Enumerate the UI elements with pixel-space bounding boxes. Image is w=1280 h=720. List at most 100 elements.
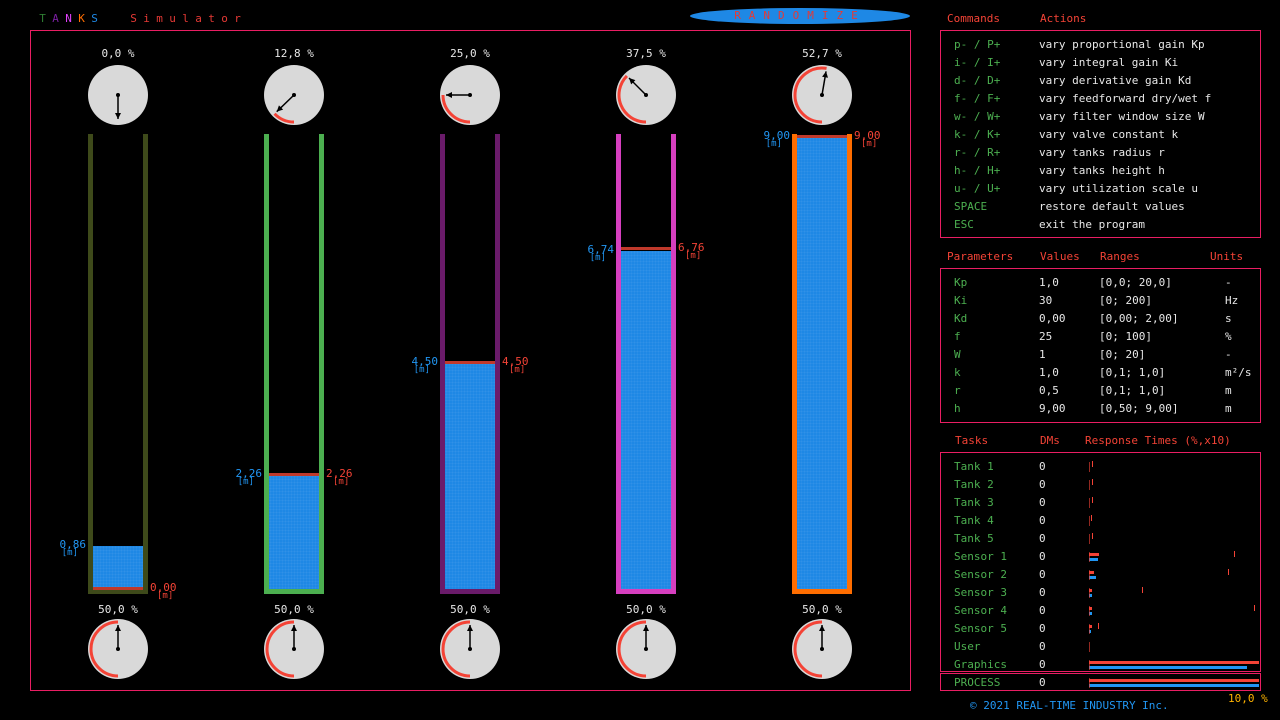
response-baseline: [1089, 570, 1090, 580]
inflow-valve-gauge: [88, 65, 148, 125]
parameter-value: 0,5: [1039, 384, 1059, 397]
title-letter: S: [91, 12, 98, 25]
level-value: 0,86: [59, 537, 87, 551]
response-tick: [1253, 605, 1255, 611]
response-tick: [1091, 479, 1093, 485]
response-baseline: [1089, 498, 1090, 508]
task-name: Sensor 1: [954, 550, 1007, 563]
command-key: f- / F+: [954, 92, 1001, 105]
response-tick: [1092, 533, 1094, 539]
outflow-valve-gauge: [440, 619, 500, 679]
task-dms: 0: [1039, 640, 1046, 653]
parameter-name: k: [954, 366, 961, 379]
gauge-hub: [644, 93, 648, 97]
commands-panel: p- / P+ vary proportional gain Kp i- / I+ v…: [940, 30, 1261, 238]
title-letter: S: [130, 12, 137, 25]
response-times-header: Response Times (%,x10): [1085, 434, 1231, 447]
parameter-name: r: [954, 384, 961, 397]
level-value: 4,50: [411, 355, 439, 368]
tank-right-wall: [495, 134, 500, 594]
parameter-range: [0; 20]: [1099, 348, 1146, 361]
setpoint-label: 9,00 [m]: [854, 129, 881, 149]
parameter-unit: %: [1225, 330, 1232, 343]
title-letter: A: [52, 12, 59, 25]
level-unit: [m]: [237, 477, 254, 488]
response-bar-max: [1089, 607, 1093, 610]
command-key: d- / D+: [954, 74, 1001, 87]
tank-right-wall: [319, 134, 324, 594]
command-action: vary valve constant k: [1039, 128, 1179, 141]
parameter-value: 0,00: [1039, 312, 1066, 325]
setpoint-label: 0,00 [m]: [150, 582, 177, 601]
title-letter: T: [39, 12, 46, 25]
task-dms: 0: [1039, 676, 1046, 689]
level-label: 2,26 [m]: [224, 467, 263, 488]
gauge-needle-head: [629, 78, 636, 85]
command-action: exit the program: [1039, 218, 1145, 231]
copyright: © 2021 REAL-TIME INDUSTRY Inc.: [970, 699, 1169, 712]
tasks-panel: Tank 1 0 Tank 2 0 Tank 3 0 Tank 4 0 Tank 5 0 Senso…: [940, 452, 1261, 672]
gauge-needle-head: [115, 113, 121, 119]
task-name: Tank 2: [954, 478, 994, 491]
gauge-arc: [441, 94, 471, 124]
title-letter: o: [221, 12, 228, 25]
tank-top-percent: 12,8 %: [274, 47, 314, 60]
tank-water: [621, 250, 671, 589]
dms-header: DMs: [1040, 434, 1060, 447]
parameter-unit: -: [1225, 348, 1232, 361]
setpoint-marker: [93, 587, 143, 590]
title-letter: m: [156, 12, 163, 25]
simulation-area: [30, 30, 911, 691]
setpoint-value: 9,00: [854, 129, 881, 142]
level-unit: [m]: [765, 139, 782, 149]
setpoint-unit: [m]: [509, 365, 526, 375]
tank-bottom-percent: 50,0 %: [450, 603, 490, 616]
level-label: 0,86 [m]: [48, 537, 87, 558]
task-name: User: [954, 640, 981, 653]
tank-right-wall: [847, 134, 852, 594]
parameter-unit: Hz: [1225, 294, 1239, 307]
task-name: Tank 5: [954, 532, 994, 545]
gauge-arc: [793, 620, 823, 678]
title-letter: a: [195, 12, 202, 25]
parameters-header: Parameters: [947, 250, 1014, 263]
response-bar-avg: [1089, 612, 1093, 615]
gauge-arc: [265, 620, 295, 678]
tank-top-percent: 37,5 %: [626, 47, 666, 60]
utilization-label: 10,0 %: [1228, 692, 1268, 705]
task-name: PROCESS: [954, 676, 1001, 689]
level-label: 4,50 [m]: [400, 355, 439, 375]
gauge-hub: [468, 647, 472, 651]
setpoint-unit: [m]: [861, 139, 878, 149]
title-letter: l: [182, 12, 189, 25]
tank-left-wall: [792, 134, 797, 594]
response-tick: [1141, 587, 1143, 593]
parameter-range: [0; 200]: [1099, 294, 1152, 307]
commands-header: Commands: [947, 12, 1000, 25]
response-bar-avg: [1089, 576, 1096, 579]
task-dms: 0: [1039, 568, 1046, 581]
level-value: 2,26: [235, 467, 263, 481]
task-name: Sensor 2: [954, 568, 1007, 581]
randomize-button[interactable]: RANDOMIZE: [690, 8, 910, 24]
task-name: Graphics: [954, 658, 1007, 671]
task-dms: 0: [1039, 532, 1046, 545]
tank-top-percent: 52,7 %: [802, 47, 842, 60]
tank-right-wall: [671, 134, 676, 594]
parameter-value: 1,0: [1039, 366, 1059, 379]
response-tick: [1091, 515, 1093, 521]
parameter-unit: s: [1225, 312, 1232, 325]
outflow-valve-gauge: [88, 619, 148, 679]
parameter-name: f: [954, 330, 961, 343]
setpoint-value: 2,26: [326, 467, 353, 481]
setpoint-value: 4,50: [502, 355, 529, 368]
response-bar-max: [1089, 661, 1259, 664]
process-row-box: PROCESS 0: [940, 673, 1261, 691]
units-header: Units: [1210, 250, 1244, 263]
parameter-value: 1: [1039, 348, 1046, 361]
tasks-header: Tasks: [955, 434, 989, 447]
gauge-arc: [617, 620, 647, 678]
values-header: Values: [1040, 250, 1080, 263]
tank-bottom-wall: [88, 589, 148, 594]
response-baseline: [1089, 642, 1090, 652]
